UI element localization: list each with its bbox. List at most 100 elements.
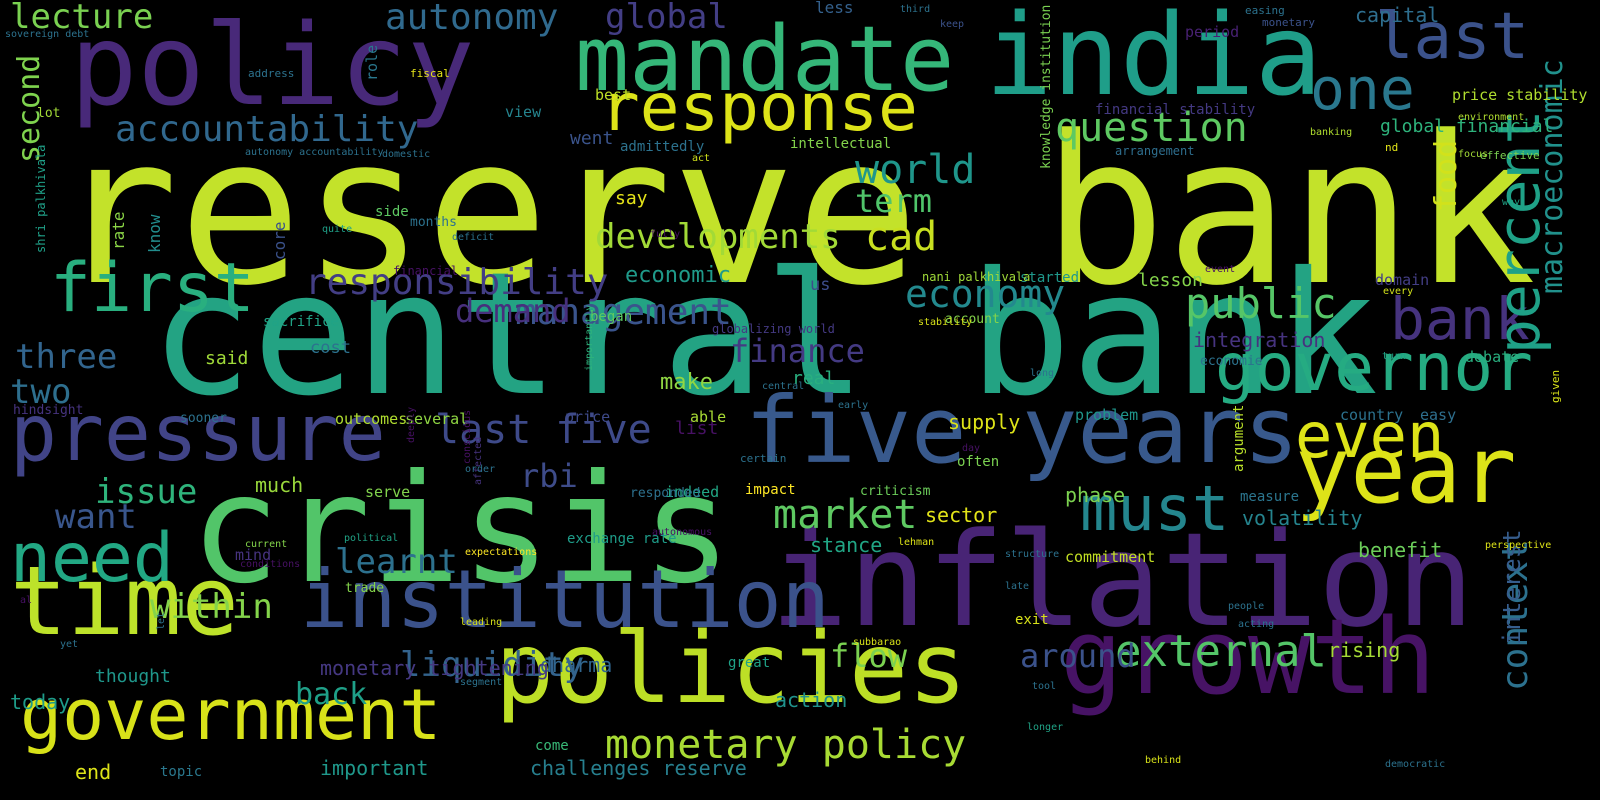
cloud-word: admittedly bbox=[620, 139, 705, 155]
cloud-word: arrangement bbox=[1115, 144, 1195, 158]
cloud-word: phase bbox=[1065, 483, 1126, 507]
cloud-word: term bbox=[855, 182, 933, 220]
cloud-word: order bbox=[465, 464, 496, 475]
cloud-word: affected bbox=[473, 436, 484, 485]
cloud-word: last five bbox=[435, 407, 652, 453]
cloud-word: volatility bbox=[1242, 506, 1363, 530]
cloud-word: banking bbox=[1310, 127, 1353, 138]
cloud-word: cad bbox=[865, 214, 938, 260]
cloud-word: account bbox=[945, 312, 1000, 327]
cloud-word: finance bbox=[730, 332, 865, 370]
cloud-word: late bbox=[1005, 581, 1030, 592]
cloud-word: event bbox=[1205, 264, 1236, 275]
cloud-word: several bbox=[405, 410, 469, 428]
cloud-word: conscious bbox=[462, 409, 473, 464]
cloud-word: hindsight bbox=[13, 403, 84, 418]
cloud-word: developments bbox=[595, 217, 841, 257]
cloud-word: market bbox=[773, 492, 918, 538]
cloud-word: democratic bbox=[1385, 759, 1446, 770]
cloud-word: less bbox=[815, 0, 854, 17]
cloud-word: certain bbox=[740, 452, 787, 465]
cloud-word: measure bbox=[1240, 489, 1300, 505]
cloud-word: nd bbox=[1385, 141, 1399, 154]
cloud-word: question bbox=[1055, 105, 1248, 151]
cloud-word: global bbox=[605, 0, 728, 37]
cloud-word: sacrifice bbox=[263, 314, 339, 330]
cloud-word: began bbox=[590, 309, 633, 325]
cloud-word: real bbox=[792, 368, 836, 389]
cloud-word: day bbox=[962, 443, 981, 454]
cloud-word: rate bbox=[109, 211, 128, 251]
cloud-word: public bbox=[1185, 279, 1337, 328]
cloud-word: impact bbox=[745, 482, 796, 498]
cloud-word: price bbox=[565, 408, 611, 426]
cloud-word: conditions bbox=[240, 559, 301, 570]
cloud-word: governor bbox=[1215, 329, 1533, 406]
cloud-word: went bbox=[570, 128, 614, 149]
cloud-word: behind bbox=[1145, 755, 1182, 766]
cloud-word: flow bbox=[830, 637, 908, 675]
cloud-word: structure bbox=[1005, 549, 1060, 560]
cloud-word: learnt bbox=[335, 542, 458, 582]
cloud-word: challenges reserve bbox=[530, 756, 747, 780]
cloud-word: accountability bbox=[115, 109, 419, 150]
cloud-word: let bbox=[156, 611, 167, 630]
cloud-word: perspective bbox=[1485, 540, 1552, 551]
cloud-word: people bbox=[1228, 601, 1265, 612]
cloud-word: leading bbox=[460, 617, 503, 628]
cloud-word: mandate bbox=[575, 7, 955, 112]
cloud-word: fiscal bbox=[410, 67, 450, 80]
cloud-word: rising bbox=[1328, 638, 1401, 662]
cloud-word: al bbox=[20, 595, 33, 606]
cloud-word: thought bbox=[95, 666, 171, 687]
cloud-word: come bbox=[535, 738, 569, 754]
cloud-word: easing bbox=[1245, 4, 1285, 17]
cloud-word: around bbox=[1020, 637, 1136, 675]
cloud-word: autonomous bbox=[652, 527, 713, 538]
cloud-word: best bbox=[595, 86, 632, 104]
cloud-word: central bbox=[762, 381, 805, 392]
cloud-word: back bbox=[295, 677, 368, 712]
cloud-word: time bbox=[10, 547, 239, 657]
cloud-word: shri palkhivala bbox=[34, 144, 48, 253]
cloud-word: make bbox=[660, 370, 713, 395]
cloud-word: segment bbox=[460, 677, 503, 688]
cloud-word: need bbox=[10, 519, 174, 598]
cloud-word: know bbox=[145, 214, 164, 254]
cloud-word: trade bbox=[345, 581, 385, 596]
cloud-word: monetary tightening bbox=[320, 656, 549, 680]
cloud-word: exchange rate bbox=[567, 531, 677, 547]
cloud-word: last bbox=[1375, 0, 1530, 74]
cloud-word: effective bbox=[1480, 149, 1540, 162]
cloud-word: monetary policy bbox=[605, 722, 967, 768]
cloud-word: sovereign debt bbox=[5, 29, 90, 40]
cloud-word: lot bbox=[37, 106, 61, 121]
cloud-word: way bbox=[1502, 197, 1521, 208]
cloud-word: much bbox=[255, 473, 304, 497]
cloud-word: debate bbox=[1465, 348, 1520, 366]
cloud-word: topic bbox=[160, 764, 203, 780]
cloud-word: policies bbox=[495, 612, 968, 726]
cloud-word: great bbox=[728, 655, 771, 671]
cloud-word: cost bbox=[310, 338, 351, 358]
cloud-word: current bbox=[245, 539, 288, 550]
cloud-word: intellectual bbox=[790, 136, 892, 152]
cloud-word: india bbox=[985, 0, 1323, 121]
cloud-word: sector bbox=[925, 503, 998, 527]
cloud-word: started bbox=[1020, 270, 1080, 286]
cloud-word: act bbox=[692, 153, 711, 164]
cloud-word: view bbox=[505, 103, 542, 121]
cloud-word: benefit bbox=[1358, 538, 1443, 562]
cloud-word: subbarao bbox=[853, 637, 902, 648]
cloud-word: lehman bbox=[898, 537, 935, 548]
cloud-word: indeed bbox=[665, 483, 720, 501]
cloud-word: outcomes bbox=[335, 410, 408, 428]
cloud-word: want bbox=[55, 497, 137, 537]
cloud-word: within bbox=[150, 587, 273, 627]
cloud-word: global financial bbox=[1380, 116, 1554, 137]
cloud-word: long bbox=[1030, 368, 1055, 379]
cloud-word: list bbox=[675, 418, 719, 439]
cloud-word: acting bbox=[1238, 619, 1275, 630]
cloud-word: nani palkhivala bbox=[922, 270, 1031, 284]
cloud-word: turn bbox=[1382, 351, 1407, 362]
